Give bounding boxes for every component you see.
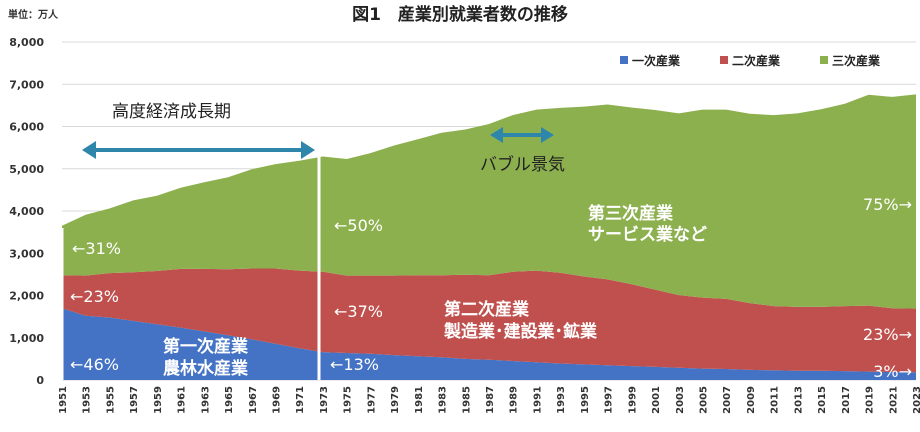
- x-tick-label: 1983: [438, 386, 449, 414]
- x-tick-label: 2015: [817, 386, 828, 414]
- y-tick-label: 7,000: [9, 78, 44, 91]
- legend-label: 一次産業: [632, 53, 681, 68]
- y-tick-label: 2,000: [9, 290, 44, 303]
- x-tick-label: 1997: [604, 386, 615, 414]
- x-tick-label: 2007: [722, 386, 733, 414]
- area-2: [62, 268, 916, 373]
- x-tick-label: 1957: [129, 386, 140, 414]
- x-tick-label: 2009: [746, 386, 757, 414]
- area-1: [62, 308, 916, 380]
- pct-1973-tertiary: ←50%: [334, 216, 383, 235]
- legend-swatch: [820, 56, 828, 64]
- x-tick-label: 1995: [580, 386, 591, 414]
- x-tick-label: 1985: [461, 386, 472, 414]
- y-tick-label: 8,000: [9, 36, 44, 49]
- x-tick-label: 2011: [770, 386, 781, 414]
- x-tick-label: 1973: [319, 386, 330, 414]
- pct-2023-primary: 3%→: [873, 362, 912, 381]
- x-tick-label: 2023: [912, 386, 920, 414]
- x-tick-label: 1981: [414, 386, 425, 414]
- y-tick-label: 1,000: [9, 332, 44, 345]
- legend-swatch: [620, 56, 628, 64]
- pct-2023-tertiary: 75%→: [863, 195, 912, 214]
- x-axis-ticks: 1951 1953 1955 1957 1959 1961 1963 1965 1967 1969…: [58, 386, 920, 414]
- y-tick-label: 5,000: [9, 163, 44, 176]
- y-tick-label: 4,000: [9, 205, 44, 218]
- legend: 一次産業 二次産業 三次産業: [620, 53, 881, 68]
- area-3: [62, 94, 916, 309]
- x-tick-label: 2017: [841, 386, 852, 414]
- pct-1973-primary: ←13%: [330, 355, 379, 374]
- label-secondary-line1: 第二次産業: [444, 299, 529, 320]
- x-tick-label: 1967: [248, 386, 259, 414]
- x-tick-label: 1971: [295, 386, 306, 414]
- x-tick-label: 1989: [509, 386, 520, 414]
- x-tick-label: 2003: [675, 386, 686, 414]
- x-tick-label: 1999: [627, 386, 638, 414]
- label-primary-line1: 第一次産業: [163, 336, 248, 357]
- area-series: [62, 94, 916, 380]
- chart-title: 図1 産業別就業者数の推移: [352, 4, 568, 25]
- x-tick-label: 1953: [82, 386, 93, 414]
- y-axis-ticks: 0 1,000 2,000 3,000 4,000 5,000 6,000 7,000 8,00…: [9, 36, 44, 387]
- unit-label: 単位：万人: [8, 8, 59, 21]
- pct-2023-secondary: 23%→: [863, 325, 912, 344]
- y-tick-label: 3,000: [9, 247, 44, 260]
- x-tick-label: 1963: [200, 386, 211, 414]
- pct-1951-tertiary: ←31%: [72, 239, 121, 258]
- x-tick-label: 1965: [224, 386, 235, 414]
- pct-1973-secondary: ←37%: [334, 302, 383, 321]
- label-primary-line2: 農林水産業: [163, 358, 248, 379]
- label-tertiary-line2: サービス業など: [588, 224, 707, 245]
- x-tick-label: 2001: [651, 386, 662, 414]
- pct-1951-secondary: ←23%: [70, 287, 119, 306]
- era-label-high-growth: 高度経済成長期: [112, 102, 231, 122]
- legend-label: 三次産業: [832, 53, 881, 68]
- bubble-arrow: [490, 127, 554, 143]
- x-tick-label: 1961: [177, 386, 188, 414]
- legend-swatch: [720, 56, 728, 64]
- x-tick-label: 1969: [272, 386, 283, 414]
- x-tick-label: 2013: [793, 386, 804, 414]
- x-tick-label: 1987: [485, 386, 496, 414]
- x-tick-label: 2005: [699, 386, 710, 414]
- x-tick-label: 1955: [105, 386, 116, 414]
- x-tick-label: 1951: [58, 386, 69, 414]
- x-tick-label: 2019: [865, 386, 876, 414]
- x-tick-label: 1991: [532, 386, 543, 414]
- pct-1951-primary: ←46%: [70, 355, 119, 374]
- high-growth-arrow: [82, 141, 315, 159]
- y-tick-label: 0: [36, 374, 44, 387]
- legend-label: 二次産業: [732, 53, 781, 68]
- x-tick-label: 1977: [366, 386, 377, 414]
- label-tertiary-line1: 第三次産業: [588, 203, 673, 224]
- x-tick-label: 2021: [888, 386, 899, 414]
- era-label-bubble: バブル景気: [480, 154, 565, 175]
- label-secondary-line2: 製造業･建設業･鉱業: [443, 321, 597, 342]
- y-tick-label: 6,000: [9, 121, 44, 134]
- x-tick-label: 1979: [390, 386, 401, 414]
- x-tick-label: 1975: [343, 386, 354, 414]
- x-tick-label: 1959: [153, 386, 164, 414]
- x-tick-label: 1993: [556, 386, 567, 414]
